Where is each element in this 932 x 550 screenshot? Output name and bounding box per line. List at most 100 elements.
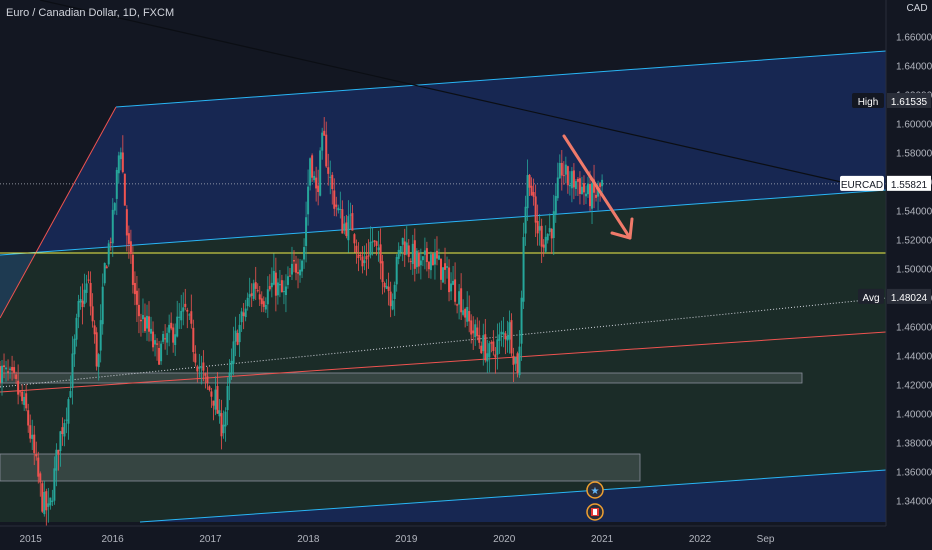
candle-up — [442, 267, 445, 283]
candle-up — [524, 206, 527, 234]
candle-up — [399, 246, 402, 253]
candle-up — [520, 297, 523, 344]
chart-title: Euro / Canadian Dollar, 1D, FXCM — [6, 7, 175, 19]
channel-bottom-line — [139, 469, 887, 523]
candle-down — [220, 413, 223, 437]
candle-up — [458, 291, 461, 305]
candle-down — [476, 327, 479, 337]
price-tag-eurcad — [840, 175, 884, 191]
candle-up — [401, 238, 404, 245]
candle-up — [462, 310, 465, 315]
candle-down — [13, 367, 16, 373]
y-tick-label: 1.34000 — [896, 496, 932, 507]
candle-down — [121, 152, 124, 173]
candle-up — [226, 386, 229, 411]
candle-down — [127, 233, 130, 244]
candle-up — [99, 320, 102, 351]
candle-down — [599, 183, 602, 188]
x-tick-label: 2020 — [493, 534, 516, 545]
candle-up — [482, 335, 485, 352]
candle-up — [248, 294, 251, 298]
candle-up — [393, 284, 396, 300]
candle-down — [256, 290, 259, 292]
candle-up — [113, 203, 116, 211]
candle-down — [29, 425, 32, 439]
candle-up — [145, 315, 148, 329]
candle-up — [222, 424, 225, 434]
candle-up — [299, 269, 302, 276]
candle-down — [260, 298, 263, 305]
candle-down — [472, 330, 475, 334]
candle-down — [17, 380, 20, 395]
price-value-text: 1.61535 — [891, 97, 928, 108]
candle-up — [53, 468, 56, 501]
price-tag-name: High — [858, 97, 879, 108]
price-value-box — [887, 288, 931, 304]
candle-up — [5, 367, 8, 370]
candle-down — [417, 252, 420, 267]
candle-down — [19, 391, 22, 393]
candle-up — [188, 314, 191, 316]
candle-up — [160, 343, 163, 362]
candle-up — [101, 286, 104, 325]
candle-down — [381, 261, 384, 283]
candle-down — [333, 190, 336, 209]
candle-up — [496, 339, 499, 355]
candle-up — [182, 307, 185, 312]
price-value-text: 1.48024 — [891, 293, 928, 304]
candle-down — [530, 185, 533, 196]
candle-down — [532, 192, 535, 197]
candle-up — [415, 250, 418, 268]
candle-down — [345, 222, 348, 237]
candle-up — [508, 322, 511, 340]
candle-down — [109, 241, 112, 243]
candle-down — [41, 483, 44, 512]
candle-down — [327, 167, 330, 174]
candle-up — [282, 291, 285, 293]
currency-label[interactable]: CAD — [904, 2, 930, 15]
channel-left-edge — [0, 106, 117, 319]
candle-up — [405, 242, 408, 255]
candle-down — [131, 254, 134, 285]
candle-up — [568, 185, 571, 187]
candle-down — [439, 258, 442, 280]
x-tick-label: 2021 — [591, 534, 614, 545]
candle-up — [363, 260, 366, 264]
candle-down — [194, 353, 197, 363]
euro-event-icon[interactable] — [586, 481, 604, 499]
candle-down — [158, 347, 161, 365]
candle-up — [369, 241, 372, 256]
candle-up — [264, 304, 267, 310]
candle-up — [558, 162, 561, 179]
candle-up — [224, 411, 227, 427]
canada-flag-center — [593, 509, 597, 515]
candle-down — [192, 327, 195, 353]
candle-down — [357, 254, 360, 259]
candle-down — [216, 386, 219, 414]
candle-up — [71, 353, 74, 388]
candle-down — [186, 309, 189, 312]
candle-down — [57, 449, 60, 455]
candle-up — [162, 333, 165, 342]
candle-up — [500, 331, 503, 335]
price-tag-name: EURCAD — [841, 180, 883, 191]
candle-up — [51, 500, 54, 502]
projection-arrow-shaft — [562, 134, 632, 240]
candle-down — [212, 400, 215, 406]
candle-down — [595, 194, 598, 198]
candle-up — [228, 372, 231, 384]
candle-down — [578, 178, 581, 194]
candle-up — [518, 346, 521, 376]
candle-up — [313, 175, 316, 181]
candle-up — [450, 283, 453, 292]
candle-up — [63, 423, 66, 437]
candle-up — [23, 396, 26, 405]
candle-up — [75, 317, 78, 340]
candle-down — [170, 322, 173, 329]
candle-up — [244, 308, 247, 318]
candle-down — [448, 267, 451, 293]
candle-up — [498, 334, 501, 341]
candle-up — [522, 237, 525, 302]
